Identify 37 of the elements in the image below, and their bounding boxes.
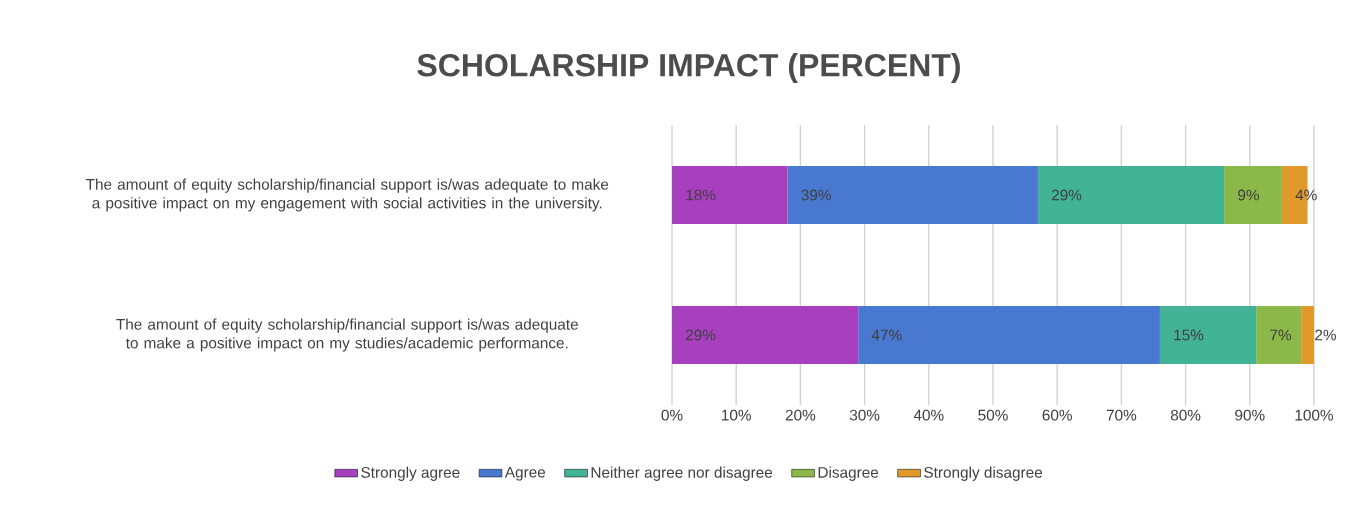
- x-tick-label: 80%: [1170, 409, 1201, 421]
- bar: [858, 305, 1160, 364]
- data-label: 39%: [801, 189, 831, 201]
- y-tick-label: The amount of equity scholarship/financial support is/was adequate to make a positive impact on my studies/academic performance.: [116, 318, 578, 352]
- bar: [672, 166, 788, 224]
- data-label: 15%: [1174, 329, 1204, 341]
- legend-label: Strongly disagree: [924, 466, 1043, 481]
- x-tick-label: 60%: [1042, 409, 1072, 421]
- x-tick-label: 90%: [1235, 409, 1265, 421]
- x-tick-label: 100%: [1295, 409, 1334, 421]
- bar: [1256, 305, 1302, 364]
- legend-label: Strongly agree: [361, 466, 460, 481]
- data-label: 18%: [686, 189, 716, 201]
- bar: [672, 305, 859, 364]
- x-tick-label: 70%: [1106, 409, 1137, 421]
- x-tick-label: 40%: [913, 409, 944, 421]
- bar: [1224, 166, 1282, 224]
- legend-label: Neither agree nor disagree: [591, 466, 773, 481]
- data-label: 9%: [1238, 189, 1259, 201]
- bar: [1159, 305, 1257, 364]
- data-label: 47%: [871, 329, 902, 341]
- bar: [787, 166, 1038, 224]
- data-label: 2%: [1315, 329, 1337, 341]
- x-tick-label: 20%: [785, 409, 816, 421]
- bar: [1037, 166, 1225, 224]
- y-tick-label: The amount of equity scholarship/financial support is/was adequate to make a positive impact on my engagement with social activities in the university.: [85, 178, 609, 212]
- chart-title: SCHOLARSHIP IMPACT (PERCENT): [417, 53, 960, 83]
- legend-label: Agree: [504, 466, 546, 481]
- data-label: 7%: [1270, 329, 1292, 341]
- legend-label: Disagree: [818, 466, 879, 481]
- x-tick-label: 50%: [978, 409, 1008, 421]
- data-label: 29%: [1051, 189, 1082, 201]
- data-label: 29%: [686, 329, 716, 341]
- x-tick-label: 30%: [849, 409, 880, 421]
- x-tick-label: 10%: [722, 409, 751, 421]
- x-tick-label: 0%: [661, 409, 683, 421]
- bar: [1301, 305, 1314, 364]
